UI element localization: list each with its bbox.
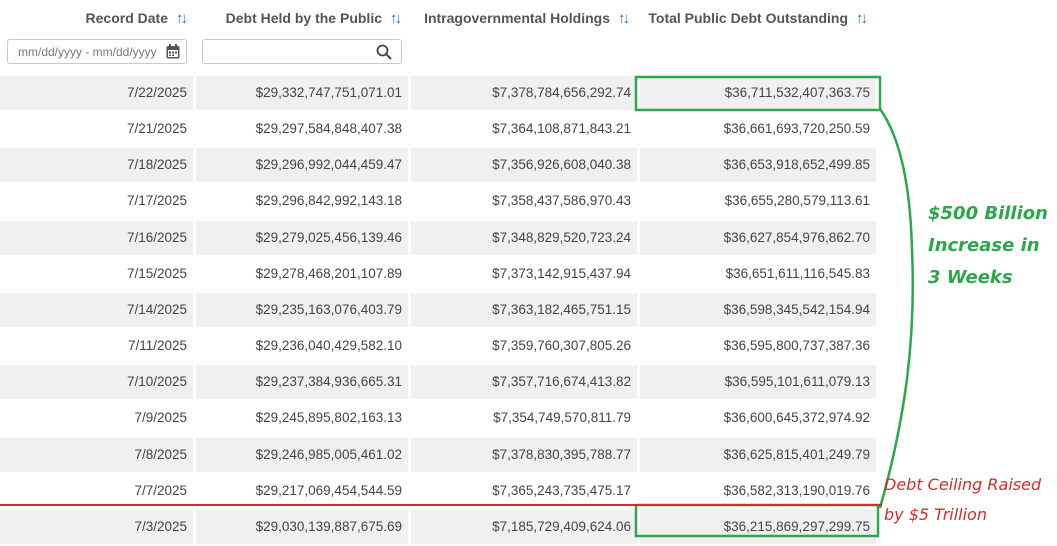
cell-intragov: $7,356,926,608,040.38 xyxy=(411,148,637,183)
table-row: 7/21/2025 $29,297,584,848,407.38 $7,364,10… xyxy=(0,112,876,148)
table-row: 7/18/2025 $29,296,992,044,459.47 $7,356,92… xyxy=(0,148,876,184)
cell-total: $36,627,854,976,862.70 xyxy=(640,220,876,255)
header-record-date[interactable]: Record Date ↑↓ xyxy=(60,8,188,28)
cell-debt-public: $29,278,468,201,107.89 xyxy=(255,265,402,281)
table-row: 7/10/2025 $29,237,384,936,665.31 $7,357,71… xyxy=(0,365,876,401)
header-total-label: Total Public Debt Outstanding xyxy=(648,10,848,26)
header-total[interactable]: Total Public Debt Outstanding ↑↓ xyxy=(640,8,868,28)
cell-total: $36,215,869,297,299.75 xyxy=(640,509,876,544)
date-range-input[interactable]: mm/dd/yyyy - mm/dd/yyyy xyxy=(7,39,187,64)
cell-debt-public: $29,296,842,992,143.18 xyxy=(255,193,402,209)
table-row: 7/14/2025 $29,235,163,076,403.79 $7,363,18… xyxy=(0,292,876,329)
table-row: 7/8/2025 $29,246,985,005,461.02 $7,378,830… xyxy=(0,437,876,474)
table-row: 7/3/2025 $29,030,139,887,675.69 $7,185,729… xyxy=(0,509,876,546)
cell-intragov: $7,185,729,409,624.06 xyxy=(411,509,637,544)
table-row: 7/11/2025 $29,236,040,429,582.10 $7,359,76… xyxy=(0,329,876,365)
calendar-icon[interactable] xyxy=(166,44,180,59)
sort-arrows-icon[interactable]: ↑↓ xyxy=(618,9,630,27)
table-row: 7/9/2025 $29,245,895,802,163.13 $7,354,749… xyxy=(0,401,876,437)
cell-record-date: 7/14/2025 xyxy=(0,292,193,327)
cell-total: $36,582,313,190,019.76 xyxy=(723,482,870,498)
cell-debt-public: $29,217,069,454,544.59 xyxy=(255,482,402,498)
cell-record-date: 7/9/2025 xyxy=(134,410,187,426)
cell-debt-public: $29,296,992,044,459.47 xyxy=(196,148,408,183)
cell-total: $36,595,101,611,079.13 xyxy=(640,365,876,400)
header-intragov-label: Intragovernmental Holdings xyxy=(424,10,610,26)
cell-debt-public: $29,030,139,887,675.69 xyxy=(196,509,408,544)
search-icon[interactable] xyxy=(376,44,392,60)
cell-debt-public: $29,246,985,005,461.02 xyxy=(196,437,408,472)
table-row: 7/15/2025 $29,278,468,201,107.89 $7,373,14… xyxy=(0,257,876,293)
cell-debt-public: $29,236,040,429,582.10 xyxy=(255,338,402,354)
cell-intragov: $7,359,760,307,805.26 xyxy=(492,338,631,354)
cell-intragov: $7,358,437,586,970.43 xyxy=(492,193,631,209)
cell-record-date: 7/22/2025 xyxy=(0,76,193,110)
cell-record-date: 7/7/2025 xyxy=(134,482,187,498)
cell-total: $36,661,693,720,250.59 xyxy=(723,121,870,137)
cell-debt-public: $29,245,895,802,163.13 xyxy=(255,410,402,426)
cell-debt-public: $29,235,163,076,403.79 xyxy=(196,292,408,327)
table-row: 7/16/2025 $29,279,025,456,139.46 $7,348,82… xyxy=(0,220,876,257)
cell-total: $36,653,918,652,499.85 xyxy=(640,148,876,183)
cell-record-date: 7/18/2025 xyxy=(0,148,193,183)
cell-record-date: 7/3/2025 xyxy=(0,509,193,544)
cell-record-date: 7/17/2025 xyxy=(126,193,187,209)
cell-total: $36,655,280,579,113.61 xyxy=(724,193,870,209)
cell-total: $36,595,800,737,387.36 xyxy=(723,338,870,354)
cell-debt-public: $29,332,747,751,071.01 xyxy=(196,76,408,110)
cell-intragov: $7,354,749,570,811.79 xyxy=(493,410,631,426)
table-row: 7/17/2025 $29,296,842,992,143.18 $7,358,43… xyxy=(0,184,876,220)
cell-total: $36,711,532,407,363.75 xyxy=(640,76,876,110)
cell-record-date: 7/21/2025 xyxy=(126,121,187,137)
sort-arrows-icon[interactable]: ↑↓ xyxy=(176,9,188,27)
header-debt-public-label: Debt Held by the Public xyxy=(225,10,382,26)
cell-total: $36,651,611,116,545.83 xyxy=(725,265,870,281)
cell-intragov: $7,373,142,915,437.94 xyxy=(492,265,631,281)
cell-intragov: $7,363,182,465,751.15 xyxy=(411,292,637,327)
header-intragov[interactable]: Intragovernmental Holdings ↑↓ xyxy=(412,8,630,28)
cell-debt-public: $29,279,025,456,139.46 xyxy=(196,220,408,255)
cell-intragov: $7,378,830,395,788.77 xyxy=(411,437,637,472)
table-row: 7/7/2025 $29,217,069,454,544.59 $7,365,243… xyxy=(0,474,876,510)
cell-debt-public: $29,237,384,936,665.31 xyxy=(196,365,408,400)
header-debt-public[interactable]: Debt Held by the Public ↑↓ xyxy=(200,8,402,28)
cell-total: $36,600,645,372,974.92 xyxy=(723,410,870,426)
cell-intragov: $7,378,784,656,292.74 xyxy=(411,76,637,110)
cell-debt-public: $29,297,584,848,407.38 xyxy=(255,121,402,137)
sort-arrows-icon[interactable]: ↑↓ xyxy=(856,9,868,27)
cell-intragov: $7,348,829,520,723.24 xyxy=(411,220,637,255)
cell-intragov: $7,364,108,871,843.21 xyxy=(492,121,631,137)
sort-arrows-icon[interactable]: ↑↓ xyxy=(390,9,402,27)
cell-total: $36,625,815,401,249.79 xyxy=(640,437,876,472)
cell-intragov: $7,357,716,674,413.82 xyxy=(411,365,637,400)
cell-record-date: 7/10/2025 xyxy=(0,365,193,400)
cell-record-date: 7/16/2025 xyxy=(0,220,193,255)
cell-record-date: 7/15/2025 xyxy=(126,265,187,281)
cell-total: $36,598,345,542,154.94 xyxy=(640,292,876,327)
search-input[interactable] xyxy=(202,39,402,64)
date-range-placeholder: mm/dd/yyyy - mm/dd/yyyy xyxy=(18,45,157,59)
cell-record-date: 7/11/2025 xyxy=(127,338,187,354)
cell-record-date: 7/8/2025 xyxy=(0,437,193,472)
table-row: 7/22/2025 $29,332,747,751,071.01 $7,378,78… xyxy=(0,76,876,112)
cell-intragov: $7,365,243,735,475.17 xyxy=(492,482,631,498)
header-record-date-label: Record Date xyxy=(85,10,168,26)
annotation-increase: $500 Billion Increase in 3 Weeks xyxy=(928,203,1048,288)
annotation-ceiling: Debt Ceiling Raised by $5 Trillion xyxy=(884,475,1042,524)
bracket-line xyxy=(878,108,915,509)
